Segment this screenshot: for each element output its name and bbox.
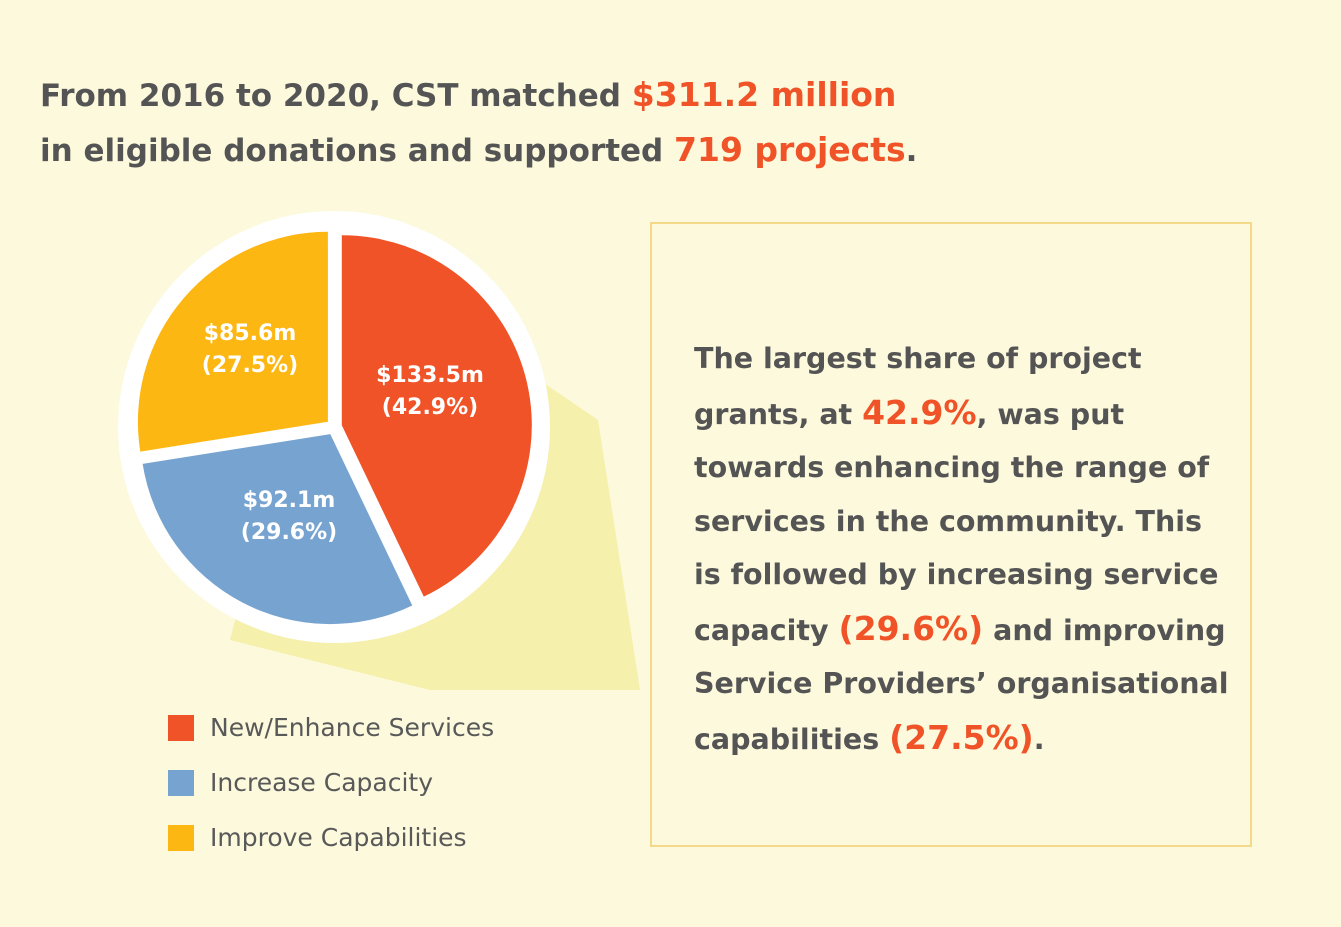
slice-percent-label: (29.6%) — [241, 520, 337, 545]
legend-swatch — [168, 769, 194, 796]
slice-percent-label: (42.9%) — [382, 395, 478, 420]
slice-value-label: $92.1m — [243, 488, 336, 513]
headline-amount: $311.2 million — [631, 75, 897, 114]
headline-text-1: From 2016 to 2020, CST matched — [40, 78, 632, 114]
legend-swatch — [168, 824, 194, 851]
legend-label: New/Enhance Services — [210, 713, 495, 742]
legend-item-increase-capacity: Increase Capacity — [168, 755, 494, 810]
legend-item-new-enhance-services: New/Enhance Services — [168, 700, 494, 755]
headline-text-2: in eligible donations and supported — [40, 133, 675, 169]
pie-slice-new-enhance-services — [341, 235, 532, 597]
info-pct-capabilities: (27.5%) — [889, 717, 1034, 757]
legend-label: Improve Capabilities — [210, 823, 467, 852]
headline-text-3: . — [905, 133, 918, 169]
legend-label: Increase Capacity — [210, 768, 433, 797]
info-text-2: , was put towards enhancing the range of… — [694, 397, 1219, 647]
legend: New/Enhance Services Increase Capacity I… — [168, 700, 494, 865]
pie-slice-improve-capabilities — [137, 231, 328, 452]
pie-slice-increase-capacity — [142, 434, 413, 625]
info-text: The largest share of project grants, at … — [694, 332, 1234, 766]
info-pct-services: 42.9% — [862, 392, 977, 432]
info-text-1: The largest share of project grants, at — [694, 342, 1142, 431]
info-box: The largest share of project grants, at … — [650, 222, 1252, 847]
headline-projects: 719 projects — [674, 130, 906, 169]
slice-value-label: $133.5m — [376, 363, 484, 388]
slice-percent-label: (27.5%) — [202, 353, 298, 378]
legend-swatch — [168, 714, 194, 741]
slice-value-label: $85.6m — [204, 321, 297, 346]
headline: From 2016 to 2020, CST matched $311.2 mi… — [40, 68, 917, 178]
info-text-4: . — [1033, 722, 1045, 756]
info-text-3: and improving Service Providers’ organis… — [694, 613, 1229, 756]
legend-item-improve-capabilities: Improve Capabilities — [168, 810, 494, 865]
info-pct-capacity: (29.6%) — [838, 608, 984, 648]
